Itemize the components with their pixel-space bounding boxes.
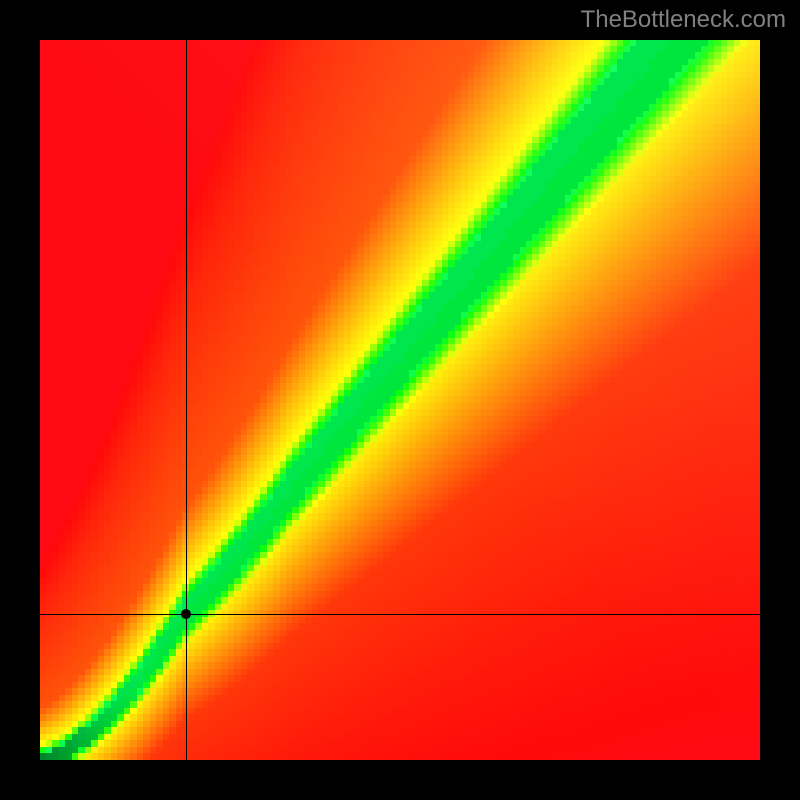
heatmap-canvas — [40, 40, 760, 760]
crosshair-horizontal — [40, 614, 760, 615]
watermark-text: TheBottleneck.com — [581, 6, 786, 34]
chart-plot-area — [40, 40, 760, 760]
crosshair-vertical — [186, 40, 187, 760]
marker-dot — [181, 609, 191, 619]
